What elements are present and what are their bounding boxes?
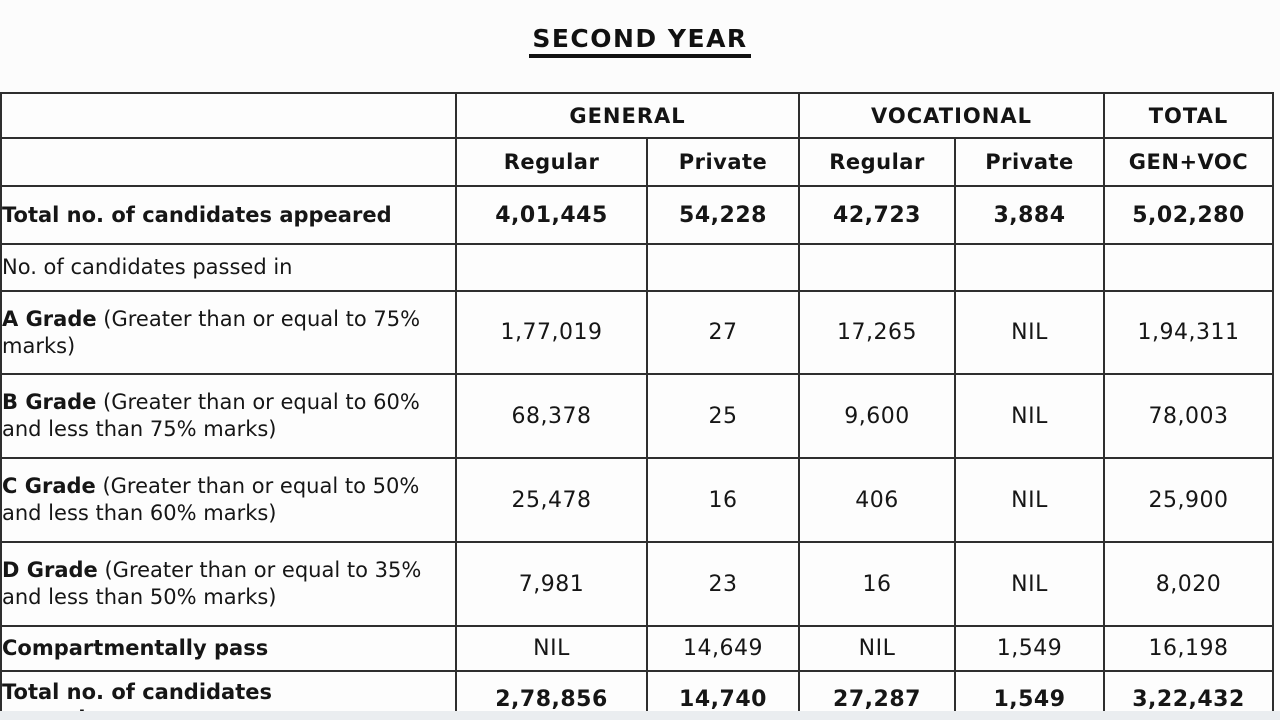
row-label: No. of candidates passed in: [0, 243, 457, 292]
table-cell: [798, 243, 956, 292]
table-cell: 14,649: [646, 625, 800, 672]
table-cell: 8,020: [1103, 541, 1274, 627]
table-cell: 25,900: [1103, 457, 1274, 543]
table-cell: NIL: [798, 625, 956, 672]
group-header-row: GENERAL VOCATIONAL TOTAL: [0, 92, 1274, 139]
table-cell: 42,723: [798, 185, 956, 245]
table-row-c-grade: C Grade (Greater than or equal to 50% an…: [0, 457, 1274, 543]
row-label-criteria: (Greater than or equal to 35% and less t…: [2, 558, 422, 609]
table-cell: 27: [646, 290, 800, 375]
row-label-grade: D Grade: [2, 558, 98, 583]
table-cell: [646, 243, 800, 292]
table-row-passed-in: No. of candidates passed in: [0, 243, 1274, 292]
page-title-row: SECOND YEAR: [0, 24, 1280, 58]
table-cell: NIL: [954, 373, 1105, 459]
row-label-text: Total no. of candidates: [2, 680, 273, 704]
page-title: SECOND YEAR: [529, 24, 751, 58]
empty-header-cell: [0, 137, 457, 187]
table-cell: 68,378: [455, 373, 648, 459]
table-cell: 23: [646, 541, 800, 627]
row-label-grade: A Grade: [2, 306, 97, 331]
row-label: C Grade (Greater than or equal to 50% an…: [0, 457, 457, 543]
table-cell: 78,003: [1103, 373, 1274, 459]
table-cell: 17,265: [798, 290, 956, 375]
empty-header-cell: [0, 92, 457, 139]
table-cell: [1103, 243, 1274, 292]
row-label-criteria: (Greater than or equal to 50% and less t…: [2, 474, 420, 525]
table-cell: 7,981: [455, 541, 648, 627]
subheader-vocational-private: Private: [954, 137, 1105, 187]
row-label: B Grade (Greater than or equal to 60% an…: [0, 373, 457, 459]
subheader-total-genvoc: GEN+VOC: [1103, 137, 1274, 187]
table-cell: [455, 243, 648, 292]
column-header-general: GENERAL: [455, 92, 800, 139]
table-row-a-grade: A Grade (Greater than or equal to 75% ma…: [0, 290, 1274, 375]
table-row-compartmentally: Compartmentally pass NIL 14,649 NIL 1,54…: [0, 625, 1274, 672]
table-cell: 1,549: [954, 625, 1105, 672]
column-header-vocational: VOCATIONAL: [798, 92, 1105, 139]
table-cell: 5,02,280: [1103, 185, 1274, 245]
table-cell: 3,884: [954, 185, 1105, 245]
table-cell: 25,478: [455, 457, 648, 543]
table-cell: 16: [646, 457, 800, 543]
row-label-text: Total no. of candidates appeared: [2, 202, 392, 227]
subheader-general-regular: Regular: [455, 137, 648, 187]
table-cell: 16,198: [1103, 625, 1274, 672]
table-row-d-grade: D Grade (Greater than or equal to 35% an…: [0, 541, 1274, 627]
table-cell: NIL: [954, 457, 1105, 543]
table-cell: [954, 243, 1105, 292]
table-cell: 406: [798, 457, 956, 543]
subheader-vocational-regular: Regular: [798, 137, 956, 187]
row-label-text: Compartmentally pass: [2, 636, 269, 661]
row-label: Compartmentally pass: [0, 625, 457, 672]
row-label-grade: B Grade: [2, 390, 97, 415]
results-table: GENERAL VOCATIONAL TOTAL Regular Private…: [0, 92, 1274, 720]
table-cell: NIL: [455, 625, 648, 672]
table-cell: 54,228: [646, 185, 800, 245]
table-cell: 1,77,019: [455, 290, 648, 375]
bottom-edge-band: [0, 711, 1280, 720]
row-label: A Grade (Greater than or equal to 75% ma…: [0, 290, 457, 375]
table-cell: NIL: [954, 290, 1105, 375]
row-label-criteria: (Greater than or equal to 60% and less t…: [2, 390, 420, 441]
table-cell: 25: [646, 373, 800, 459]
column-header-total: TOTAL: [1103, 92, 1274, 139]
table-cell: 16: [798, 541, 956, 627]
table-row-appeared: Total no. of candidates appeared 4,01,44…: [0, 185, 1274, 245]
row-label-grade: C Grade: [2, 474, 96, 499]
subheader-general-private: Private: [646, 137, 800, 187]
table-row-b-grade: B Grade (Greater than or equal to 60% an…: [0, 373, 1274, 459]
row-label-criteria: (Greater than or equal to 75% marks): [2, 306, 421, 358]
table-cell: 4,01,445: [455, 185, 648, 245]
table-cell: NIL: [954, 541, 1105, 627]
table-cell: 9,600: [798, 373, 956, 459]
row-label: D Grade (Greater than or equal to 35% an…: [0, 541, 457, 627]
sub-header-row: Regular Private Regular Private GEN+VOC: [0, 137, 1274, 187]
table-cell: 1,94,311: [1103, 290, 1274, 375]
row-label: Total no. of candidates appeared: [0, 185, 457, 245]
